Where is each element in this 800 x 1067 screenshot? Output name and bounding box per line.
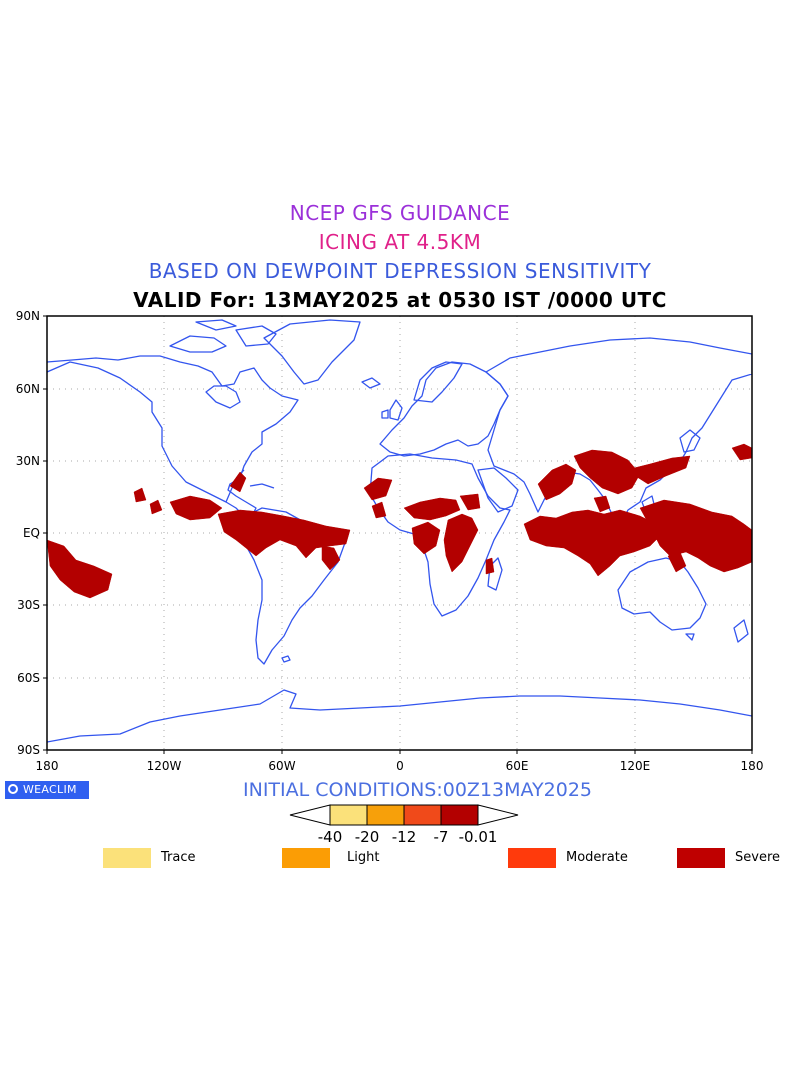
- lon-tick-label: 180: [36, 759, 59, 773]
- weaclim-logo: WEACLIM: [5, 781, 89, 799]
- icing-regions: [47, 443, 752, 599]
- lon-tick-label: 0: [396, 759, 404, 773]
- logo-ring-icon: [8, 784, 18, 794]
- legend-swatch: [103, 848, 151, 868]
- lon-tick-label: 60E: [506, 759, 529, 773]
- colorbar-segment: [440, 804, 479, 826]
- legend-swatch: [508, 848, 556, 868]
- lat-tick-label: 90S: [17, 743, 40, 757]
- logo-text: WEACLIM: [23, 783, 77, 796]
- lat-tick-label: 30N: [16, 454, 40, 468]
- colorbar-label: -40: [318, 828, 343, 846]
- colorbar-segment: [366, 804, 405, 826]
- colorbar-label: -0.01: [459, 828, 498, 846]
- legend-label: Moderate: [566, 850, 628, 865]
- legend-label: Severe: [735, 850, 780, 865]
- colorbar: -40 -20 -12 -7 -0.01: [289, 804, 519, 846]
- colorbar-label: -7: [434, 828, 449, 846]
- colorbar-segment: [329, 804, 368, 826]
- lat-tick-label: 60S: [17, 671, 40, 685]
- lon-tick-label: 60W: [268, 759, 295, 773]
- lon-tick-label: 120W: [147, 759, 182, 773]
- lat-tick-label: EQ: [23, 526, 40, 540]
- lat-tick-label: 60N: [16, 382, 40, 396]
- legend-swatch: [282, 848, 330, 868]
- lon-tick-label: 120E: [620, 759, 651, 773]
- colorbar-label: -20: [355, 828, 380, 846]
- colorbar-segment: [403, 804, 442, 826]
- lat-tick-label: 30S: [17, 598, 40, 612]
- legend-swatch: [677, 848, 725, 868]
- lon-tick-label: 180: [741, 759, 764, 773]
- title-method: BASED ON DEWPOINT DEPRESSION SENSITIVITY: [148, 259, 652, 283]
- colorbar-label: -12: [392, 828, 417, 846]
- lat-tick-label: 90N: [16, 309, 40, 323]
- initial-conditions: INITIAL CONDITIONS:00Z13MAY2025: [243, 779, 593, 801]
- title-model: NCEP GFS GUIDANCE: [289, 201, 511, 225]
- legend-label: Trace: [161, 850, 196, 865]
- legend-label: Light: [347, 850, 380, 865]
- title-product: ICING AT 4.5KM: [318, 230, 482, 254]
- title-valid-time: VALID For: 13MAY2025 at 0530 IST /0000 U…: [133, 288, 667, 312]
